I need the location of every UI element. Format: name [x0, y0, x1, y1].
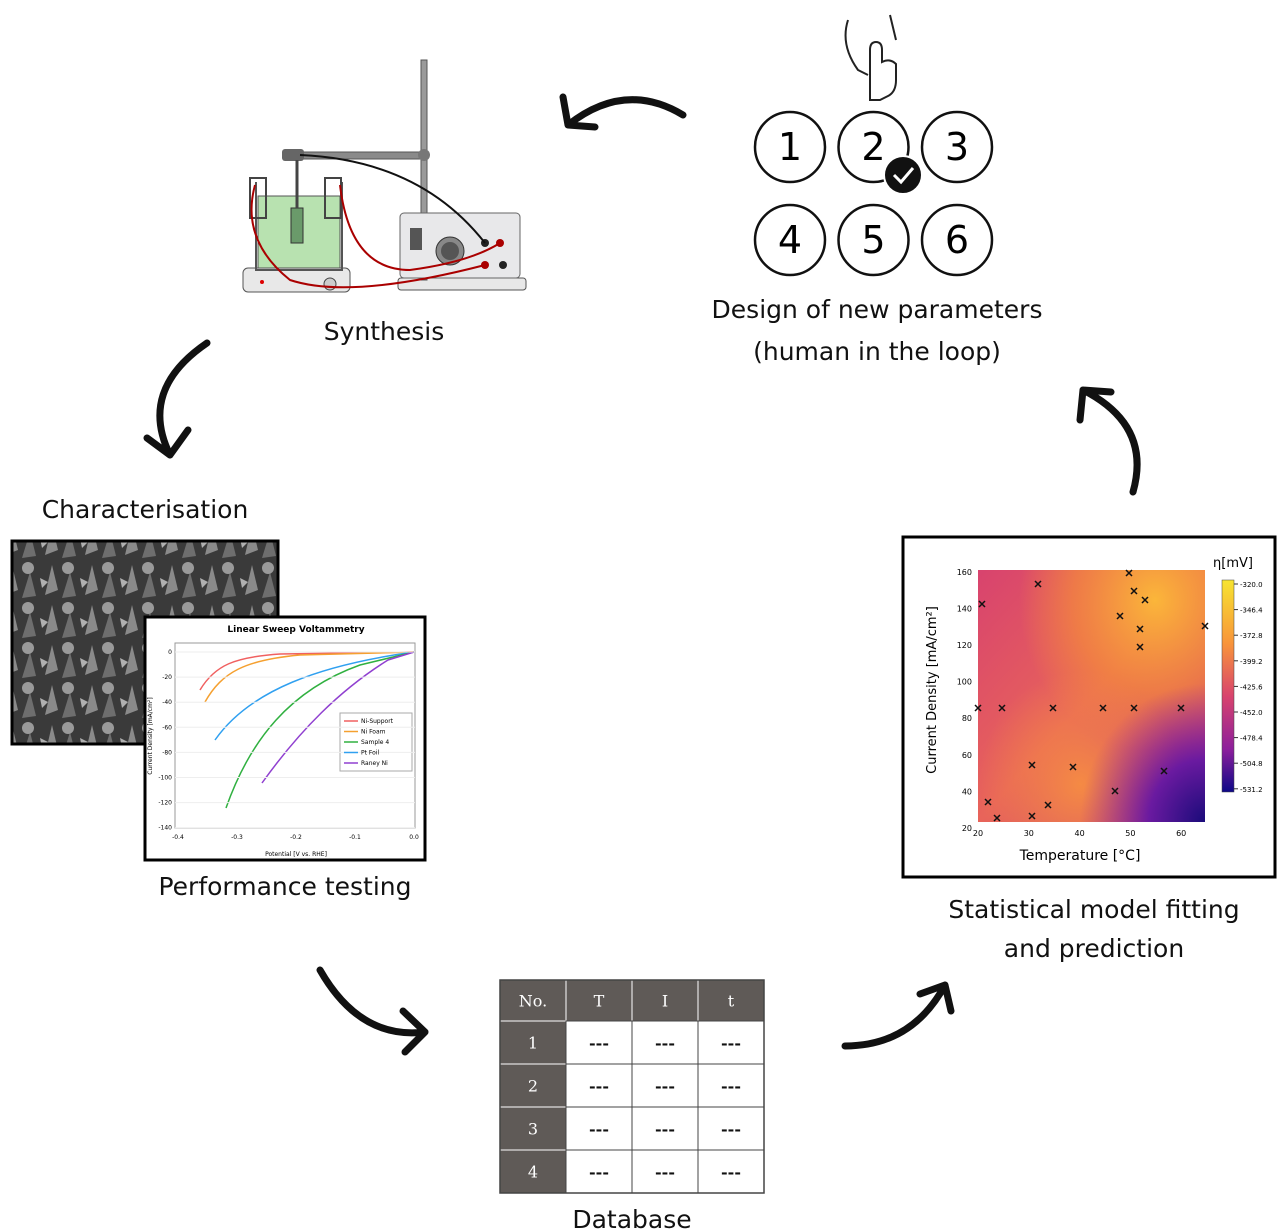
x-tick-label: 50 — [1125, 829, 1135, 838]
y-tick-label: 160 — [957, 568, 972, 577]
table-cell-text: --- — [589, 1077, 609, 1096]
synthesis-label: Synthesis — [324, 317, 445, 346]
colorbar-tick-label: -504.8 — [1240, 760, 1263, 768]
colorbar-tick-label: -425.6 — [1240, 683, 1263, 691]
x-tick-label: -0.1 — [349, 834, 361, 841]
performance-label: Performance testing — [158, 872, 411, 901]
table-cell-text: --- — [589, 1034, 609, 1053]
y-tick-label: 40 — [962, 787, 972, 796]
option-number: 2 — [861, 125, 885, 169]
colorbar-title: η[mV] — [1213, 556, 1253, 571]
y-tick-label: 60 — [962, 751, 972, 760]
arrow — [320, 970, 425, 1052]
x-tick-label: 20 — [973, 829, 983, 838]
table-header: I — [662, 992, 668, 1011]
y-tick-label: 0 — [168, 649, 172, 656]
y-axis-label: Current Density [mA/cm²] — [147, 697, 154, 774]
design-label: Design of new parameters — [712, 295, 1043, 324]
option-number: 3 — [945, 125, 969, 169]
colorbar-tick-label: -452.0 — [1240, 709, 1263, 717]
x-tick-label: -0.4 — [172, 834, 184, 841]
option-number: 4 — [778, 218, 802, 262]
table-cell-text: 1 — [528, 1034, 538, 1053]
y-tick-label: 20 — [962, 824, 972, 833]
table-cell-text: --- — [655, 1163, 675, 1182]
table-cell-text: --- — [721, 1163, 741, 1182]
y-tick-label: 100 — [957, 678, 972, 687]
y-tick-label: -60 — [162, 724, 172, 731]
plot-title: Linear Sweep Voltammetry — [227, 625, 364, 635]
table-cell-text: 2 — [528, 1077, 538, 1096]
y-tick-label: -80 — [162, 749, 172, 756]
x-tick-label: 40 — [1075, 829, 1085, 838]
legend-entry: Sample 4 — [361, 739, 389, 746]
table-header: T — [594, 992, 605, 1011]
y-tick-label: -120 — [158, 800, 172, 807]
option-number: 5 — [861, 218, 885, 262]
database-table: No. T It 1 --- --- --- 2 --- --- --- 3 --- --- --- 4 ---… — [500, 980, 764, 1193]
table-cell-text: --- — [589, 1163, 609, 1182]
legend-entry: Raney Ni — [361, 760, 388, 767]
lsv-plot: Linear Sweep Voltammetry Potential [V vs… — [145, 617, 425, 860]
x-axis-label: Potential [V vs. RHE] — [265, 851, 327, 858]
table-cell-text: 3 — [528, 1120, 538, 1139]
table-header: t — [728, 992, 735, 1011]
workflow-diagram: Synthesis 1 2 3 4 5 6 Design of new parameter… — [0, 0, 1279, 1232]
table-header: No. — [519, 992, 547, 1011]
y-axis-label: Current Density [mA/cm²] — [925, 606, 940, 774]
x-tick-label: -0.2 — [290, 834, 302, 841]
pointing-hand — [846, 15, 896, 100]
table-cell-text: 4 — [528, 1163, 538, 1182]
characterisation-label: Characterisation — [42, 495, 249, 524]
model-heatmap: η[mV] Temperature [°C] Current Density [… — [903, 537, 1275, 877]
x-tick-label: -0.3 — [231, 834, 243, 841]
y-tick-label: -100 — [158, 775, 172, 782]
table-cell-text: --- — [721, 1034, 741, 1053]
y-tick-label: -40 — [162, 699, 172, 706]
y-tick-label: 80 — [962, 714, 972, 723]
option-number: 6 — [945, 218, 969, 262]
synthesis-apparatus — [243, 60, 526, 292]
y-tick-label: 140 — [957, 604, 972, 613]
y-tick-label: 120 — [957, 641, 972, 650]
colorbar-tick-label: -346.4 — [1240, 607, 1263, 615]
table-cell-text: --- — [655, 1120, 675, 1139]
arrow — [147, 343, 207, 455]
colorbar-tick-label: -399.2 — [1240, 658, 1263, 666]
table-cell-text: --- — [721, 1120, 741, 1139]
legend-entry: Pt Foil — [361, 750, 379, 757]
database-label: Database — [572, 1205, 691, 1232]
option-number: 1 — [778, 125, 802, 169]
x-tick-label: 60 — [1176, 829, 1186, 838]
arrow — [845, 985, 951, 1046]
table-cell-text: --- — [655, 1077, 675, 1096]
colorbar-tick-label: -372.8 — [1240, 632, 1263, 640]
legend-entry: Ni Foam — [361, 729, 386, 736]
y-tick-label: -140 — [158, 825, 172, 832]
colorbar-tick-label: -320.0 — [1240, 581, 1263, 589]
model-label: and prediction — [1004, 934, 1184, 963]
colorbar-tick-label: -531.2 — [1240, 786, 1263, 794]
model-label: Statistical model fitting — [948, 895, 1239, 924]
x-tick-label: 0.0 — [409, 834, 419, 841]
arrow — [1080, 390, 1137, 492]
design-label: (human in the loop) — [753, 337, 1001, 366]
table-cell-text: --- — [655, 1034, 675, 1053]
check-badge — [884, 156, 922, 194]
parameter-options: 1 2 3 4 5 6 — [755, 112, 992, 275]
y-tick-label: -20 — [162, 674, 172, 681]
colorbar-tick-label: -478.4 — [1240, 735, 1263, 743]
x-axis-label: Temperature [°C] — [1019, 848, 1141, 864]
arrow — [563, 97, 683, 127]
legend-entry: Ni-Support — [361, 718, 394, 725]
table-cell-text: --- — [721, 1077, 741, 1096]
table-cell-text: --- — [589, 1120, 609, 1139]
x-tick-label: 30 — [1024, 829, 1034, 838]
